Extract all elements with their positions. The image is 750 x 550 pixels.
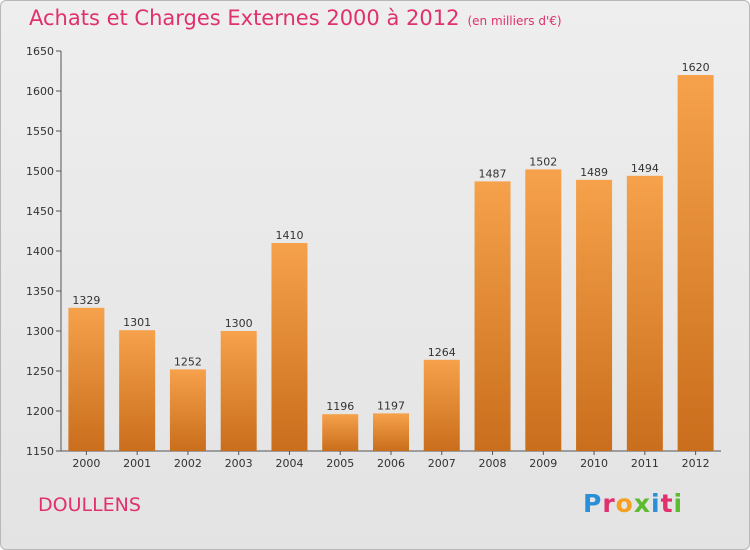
bar-data-label: 1196 [326, 400, 354, 413]
chart-bars [68, 75, 714, 452]
bar-data-label: 1197 [377, 399, 405, 412]
logo-letter: o [615, 489, 634, 518]
bar [220, 331, 257, 451]
logo-letter: x [633, 489, 651, 518]
x-tick-label: 2006 [377, 457, 405, 470]
bar-data-label: 1410 [275, 229, 303, 242]
bar [169, 369, 206, 451]
x-tick-label: 2001 [123, 457, 151, 470]
y-tick-label: 1250 [26, 365, 54, 378]
bar [525, 169, 562, 451]
y-tick-label: 1450 [26, 205, 54, 218]
x-tick-label: 2010 [580, 457, 608, 470]
x-tick-label: 2008 [479, 457, 507, 470]
chart-title-text: Achats et Charges Externes 2000 à 2012 [29, 6, 460, 30]
logo-letter: P [583, 489, 603, 518]
bar [423, 359, 460, 451]
x-tick-label: 2005 [326, 457, 354, 470]
bar-data-label: 1329 [72, 294, 100, 307]
y-tick-label: 1400 [26, 245, 54, 258]
y-tick-label: 1200 [26, 405, 54, 418]
x-tick-label: 2007 [428, 457, 456, 470]
x-tick-label: 2012 [682, 457, 710, 470]
bar-data-label: 1489 [580, 166, 608, 179]
bar [677, 75, 714, 451]
bar [271, 243, 308, 451]
chart-axes: 1150 1200 1250 1300 1350 1400 1450 1500 1550 1600… [26, 45, 721, 470]
logo-letter: t [660, 489, 674, 518]
x-tick-label: 2009 [529, 457, 557, 470]
y-tick-label: 1650 [26, 45, 54, 58]
x-tick-label: 2004 [275, 457, 303, 470]
x-tick-label: 2002 [174, 457, 202, 470]
chart-subtitle: (en milliers d'€) [467, 14, 562, 28]
bar [626, 175, 663, 452]
x-tick-label: 2011 [631, 457, 659, 470]
y-tick-label: 1350 [26, 285, 54, 298]
bar-data-label: 1264 [428, 346, 456, 359]
y-tick-label: 1500 [26, 165, 54, 178]
bar-data-label: 1502 [529, 155, 557, 168]
bar-data-label: 1487 [479, 167, 507, 180]
bar-data-label: 1252 [174, 355, 202, 368]
chart-data-labels: 1329 1301 1252 1300 1410 1196 1197 1264 1487 1502… [72, 61, 709, 413]
x-tick-label: 2003 [225, 457, 253, 470]
y-tick-label: 1550 [26, 125, 54, 138]
chart-title: Achats et Charges Externes 2000 à 2012 (e… [29, 6, 562, 30]
bar [576, 179, 613, 452]
y-tick-label: 1150 [26, 445, 54, 458]
logo-letter: r [602, 489, 616, 518]
logo-letter: i [651, 489, 661, 518]
city-name: DOULLENS [38, 494, 141, 516]
bar-data-label: 1301 [123, 316, 151, 329]
x-tick-label: 2000 [72, 457, 100, 470]
bar [474, 181, 511, 451]
bar [119, 330, 156, 451]
logo-letter: i [673, 489, 684, 518]
bar-data-label: 1620 [682, 61, 710, 74]
bar-data-label: 1300 [225, 317, 253, 330]
bar [322, 414, 359, 451]
y-tick-label: 1600 [26, 85, 54, 98]
bar-data-label: 1494 [631, 162, 659, 175]
bar [68, 307, 105, 451]
bar [373, 413, 409, 451]
y-tick-label: 1300 [26, 325, 54, 338]
proxiti-logo: Proxiti [583, 489, 683, 518]
